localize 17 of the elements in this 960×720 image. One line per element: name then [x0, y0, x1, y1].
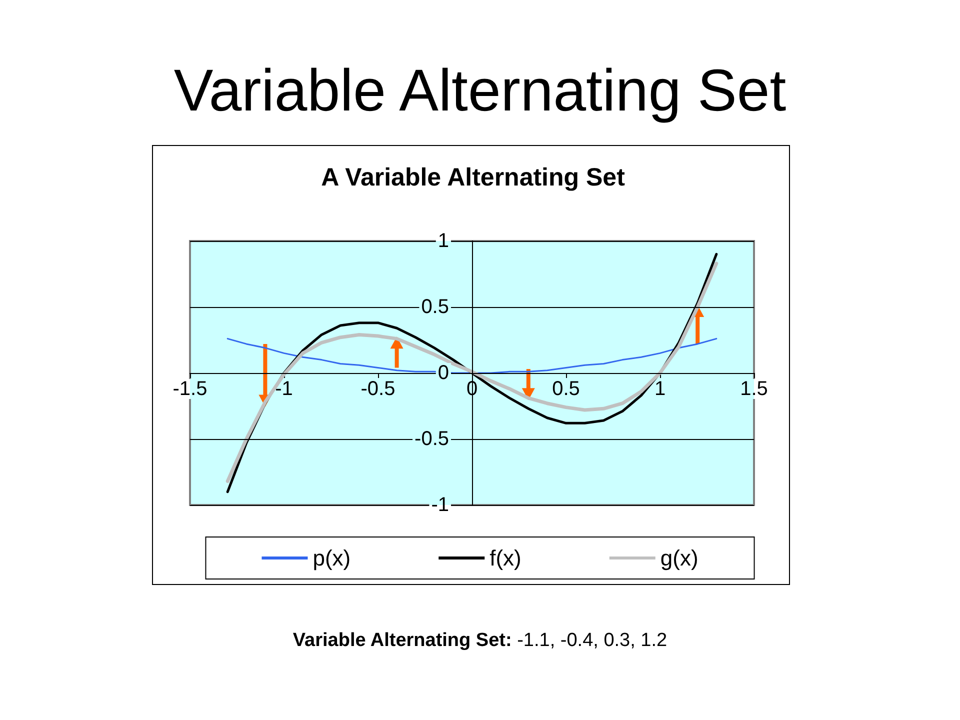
- legend-label: p(x): [312, 546, 351, 570]
- x-tick-label: -1: [275, 378, 293, 400]
- x-tick-label: -1.5: [172, 378, 208, 400]
- x-tick-label: 1: [654, 378, 666, 400]
- x-tick-label: 0.5: [552, 378, 580, 400]
- chart-subtitle: A Variable Alternating Set: [321, 164, 626, 192]
- y-tick-label: 0: [438, 362, 449, 384]
- legend-label: g(x): [660, 546, 698, 570]
- y-tick-label: -0.5: [414, 428, 449, 450]
- y-tick-label: -1: [431, 494, 449, 516]
- x-tick-label: 1.5: [740, 378, 768, 400]
- legend-label: f(x): [490, 546, 522, 570]
- x-tick-label: -0.5: [360, 378, 396, 400]
- text: Variable Alternating Set: -1.1, -0.4, 0.3, 1.2: [292, 629, 668, 653]
- y-tick-label: 0.5: [421, 296, 449, 318]
- chart-title: Variable Alternating Set: [174, 58, 786, 124]
- y-tick-label: 1: [438, 230, 449, 252]
